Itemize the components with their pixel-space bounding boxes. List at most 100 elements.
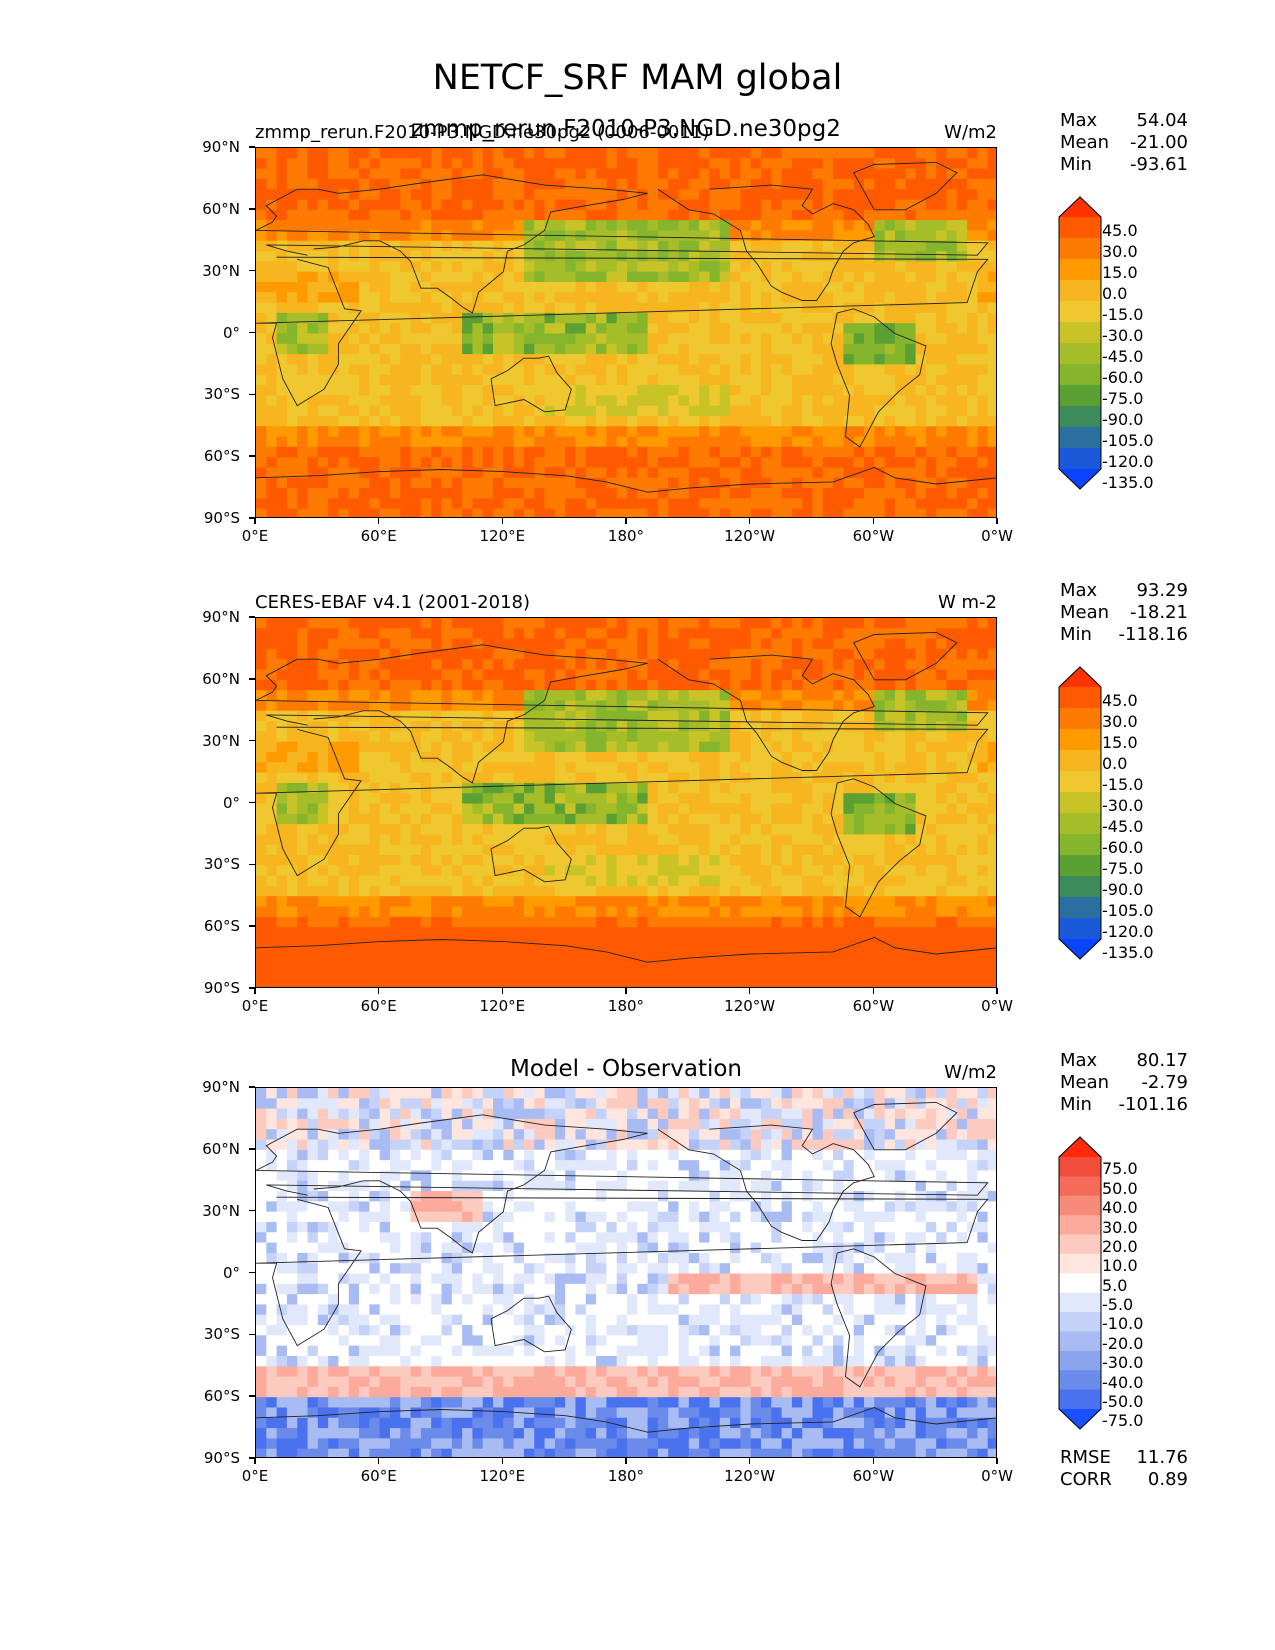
heatmap-cell xyxy=(946,240,958,252)
heatmap-cell xyxy=(987,302,996,314)
heatmap-cell xyxy=(627,457,638,469)
heatmap-cell xyxy=(750,710,762,722)
heatmap-cell xyxy=(657,824,669,836)
heatmap-cell xyxy=(513,240,525,252)
heatmap-cell xyxy=(379,292,391,304)
heatmap-cell xyxy=(441,220,453,232)
heatmap-cell xyxy=(884,385,896,396)
heatmap-cell xyxy=(554,209,566,221)
heatmap-cell xyxy=(286,302,298,314)
heatmap-cell xyxy=(513,855,525,866)
heatmap-cell xyxy=(596,364,607,376)
heatmap-cell xyxy=(843,906,855,918)
heatmap-cell xyxy=(853,916,865,928)
heatmap-cell xyxy=(410,498,422,510)
heatmap-cell xyxy=(575,731,587,743)
heatmap-cell xyxy=(657,793,669,805)
heatmap-cell xyxy=(544,189,556,201)
heatmap-cell xyxy=(286,354,298,366)
heatmap-cell xyxy=(400,813,412,825)
heatmap-cell xyxy=(493,477,504,489)
heatmap-cell xyxy=(451,731,463,743)
heatmap-cell xyxy=(688,916,700,928)
heatmap-cell xyxy=(709,762,721,774)
heatmap-cell xyxy=(864,875,875,887)
heatmap-cell xyxy=(420,834,432,846)
heatmap-cell xyxy=(791,446,803,458)
heatmap-cell xyxy=(513,178,525,190)
heatmap-cell xyxy=(864,385,875,396)
heatmap-cell xyxy=(822,618,834,629)
heatmap-cell xyxy=(688,395,700,407)
heatmap-cell xyxy=(668,251,680,262)
heatmap-cell xyxy=(936,498,948,510)
heatmap-cell xyxy=(451,659,463,671)
x-tick-mark xyxy=(501,518,504,524)
heatmap-cell xyxy=(802,803,814,815)
heatmap-cell xyxy=(534,333,546,345)
heatmap-cell xyxy=(802,659,814,671)
heatmap-cell xyxy=(740,741,752,753)
heatmap-cell xyxy=(420,158,432,170)
heatmap-cell xyxy=(462,648,474,660)
heatmap-cell xyxy=(616,731,628,743)
heatmap-cell xyxy=(760,659,772,671)
heatmap-cell xyxy=(256,209,267,221)
heatmap-cell xyxy=(534,875,546,887)
heatmap-cell xyxy=(709,751,721,763)
heatmap-cell xyxy=(534,395,546,407)
heatmap-cell xyxy=(709,199,721,211)
heatmap-cell xyxy=(482,230,494,242)
heatmap-cell xyxy=(709,446,721,458)
heatmap-cell xyxy=(276,467,288,479)
heatmap-cell xyxy=(709,782,721,794)
heatmap-cell xyxy=(925,261,937,273)
heatmap-cell xyxy=(565,477,577,489)
heatmap-cell xyxy=(647,793,659,805)
heatmap-cell xyxy=(585,659,597,671)
heatmap-cell xyxy=(946,762,958,774)
heatmap-cell xyxy=(606,467,618,479)
heatmap-cell xyxy=(760,824,772,836)
heatmap-cell xyxy=(575,302,587,314)
heatmap-cell xyxy=(750,292,762,304)
heatmap-cell xyxy=(894,937,906,949)
heatmap-cell xyxy=(513,488,525,499)
heatmap-cell xyxy=(379,312,391,324)
heatmap-cell xyxy=(441,467,453,479)
heatmap-cell xyxy=(523,844,535,856)
heatmap-cell xyxy=(688,189,700,201)
heatmap-cell xyxy=(822,230,834,242)
heatmap-cell xyxy=(925,333,937,345)
heatmap-cell xyxy=(596,731,607,743)
heatmap-cell xyxy=(657,220,669,232)
heatmap-cell xyxy=(699,844,711,856)
heatmap-cell xyxy=(822,885,834,897)
heatmap-cell xyxy=(328,855,340,866)
heatmap-cell xyxy=(905,220,917,232)
heatmap-cell xyxy=(379,271,391,283)
heatmap-cell xyxy=(441,844,453,856)
heatmap-cell xyxy=(853,813,865,825)
heatmap-cell xyxy=(864,168,875,180)
heatmap-cell xyxy=(472,240,484,252)
heatmap-cell xyxy=(523,865,535,877)
colorbar-segment xyxy=(1059,385,1101,407)
heatmap-cell xyxy=(328,813,340,825)
heatmap-cell xyxy=(420,385,432,396)
heatmap-cell xyxy=(462,446,474,458)
heatmap-cell xyxy=(523,292,535,304)
heatmap-cell xyxy=(977,906,989,918)
heatmap-cell xyxy=(678,937,690,949)
heatmap-cell xyxy=(451,865,463,877)
heatmap-cell xyxy=(369,178,381,190)
heatmap-cell xyxy=(915,731,927,743)
heatmap-cell xyxy=(534,618,546,629)
heatmap-cell xyxy=(575,189,587,201)
heatmap-cell xyxy=(359,906,370,918)
heatmap-cell xyxy=(719,281,731,293)
heatmap-cell xyxy=(317,405,329,417)
heatmap-cell xyxy=(905,405,917,417)
heatmap-cell xyxy=(554,415,566,427)
heatmap-cell xyxy=(616,467,628,479)
